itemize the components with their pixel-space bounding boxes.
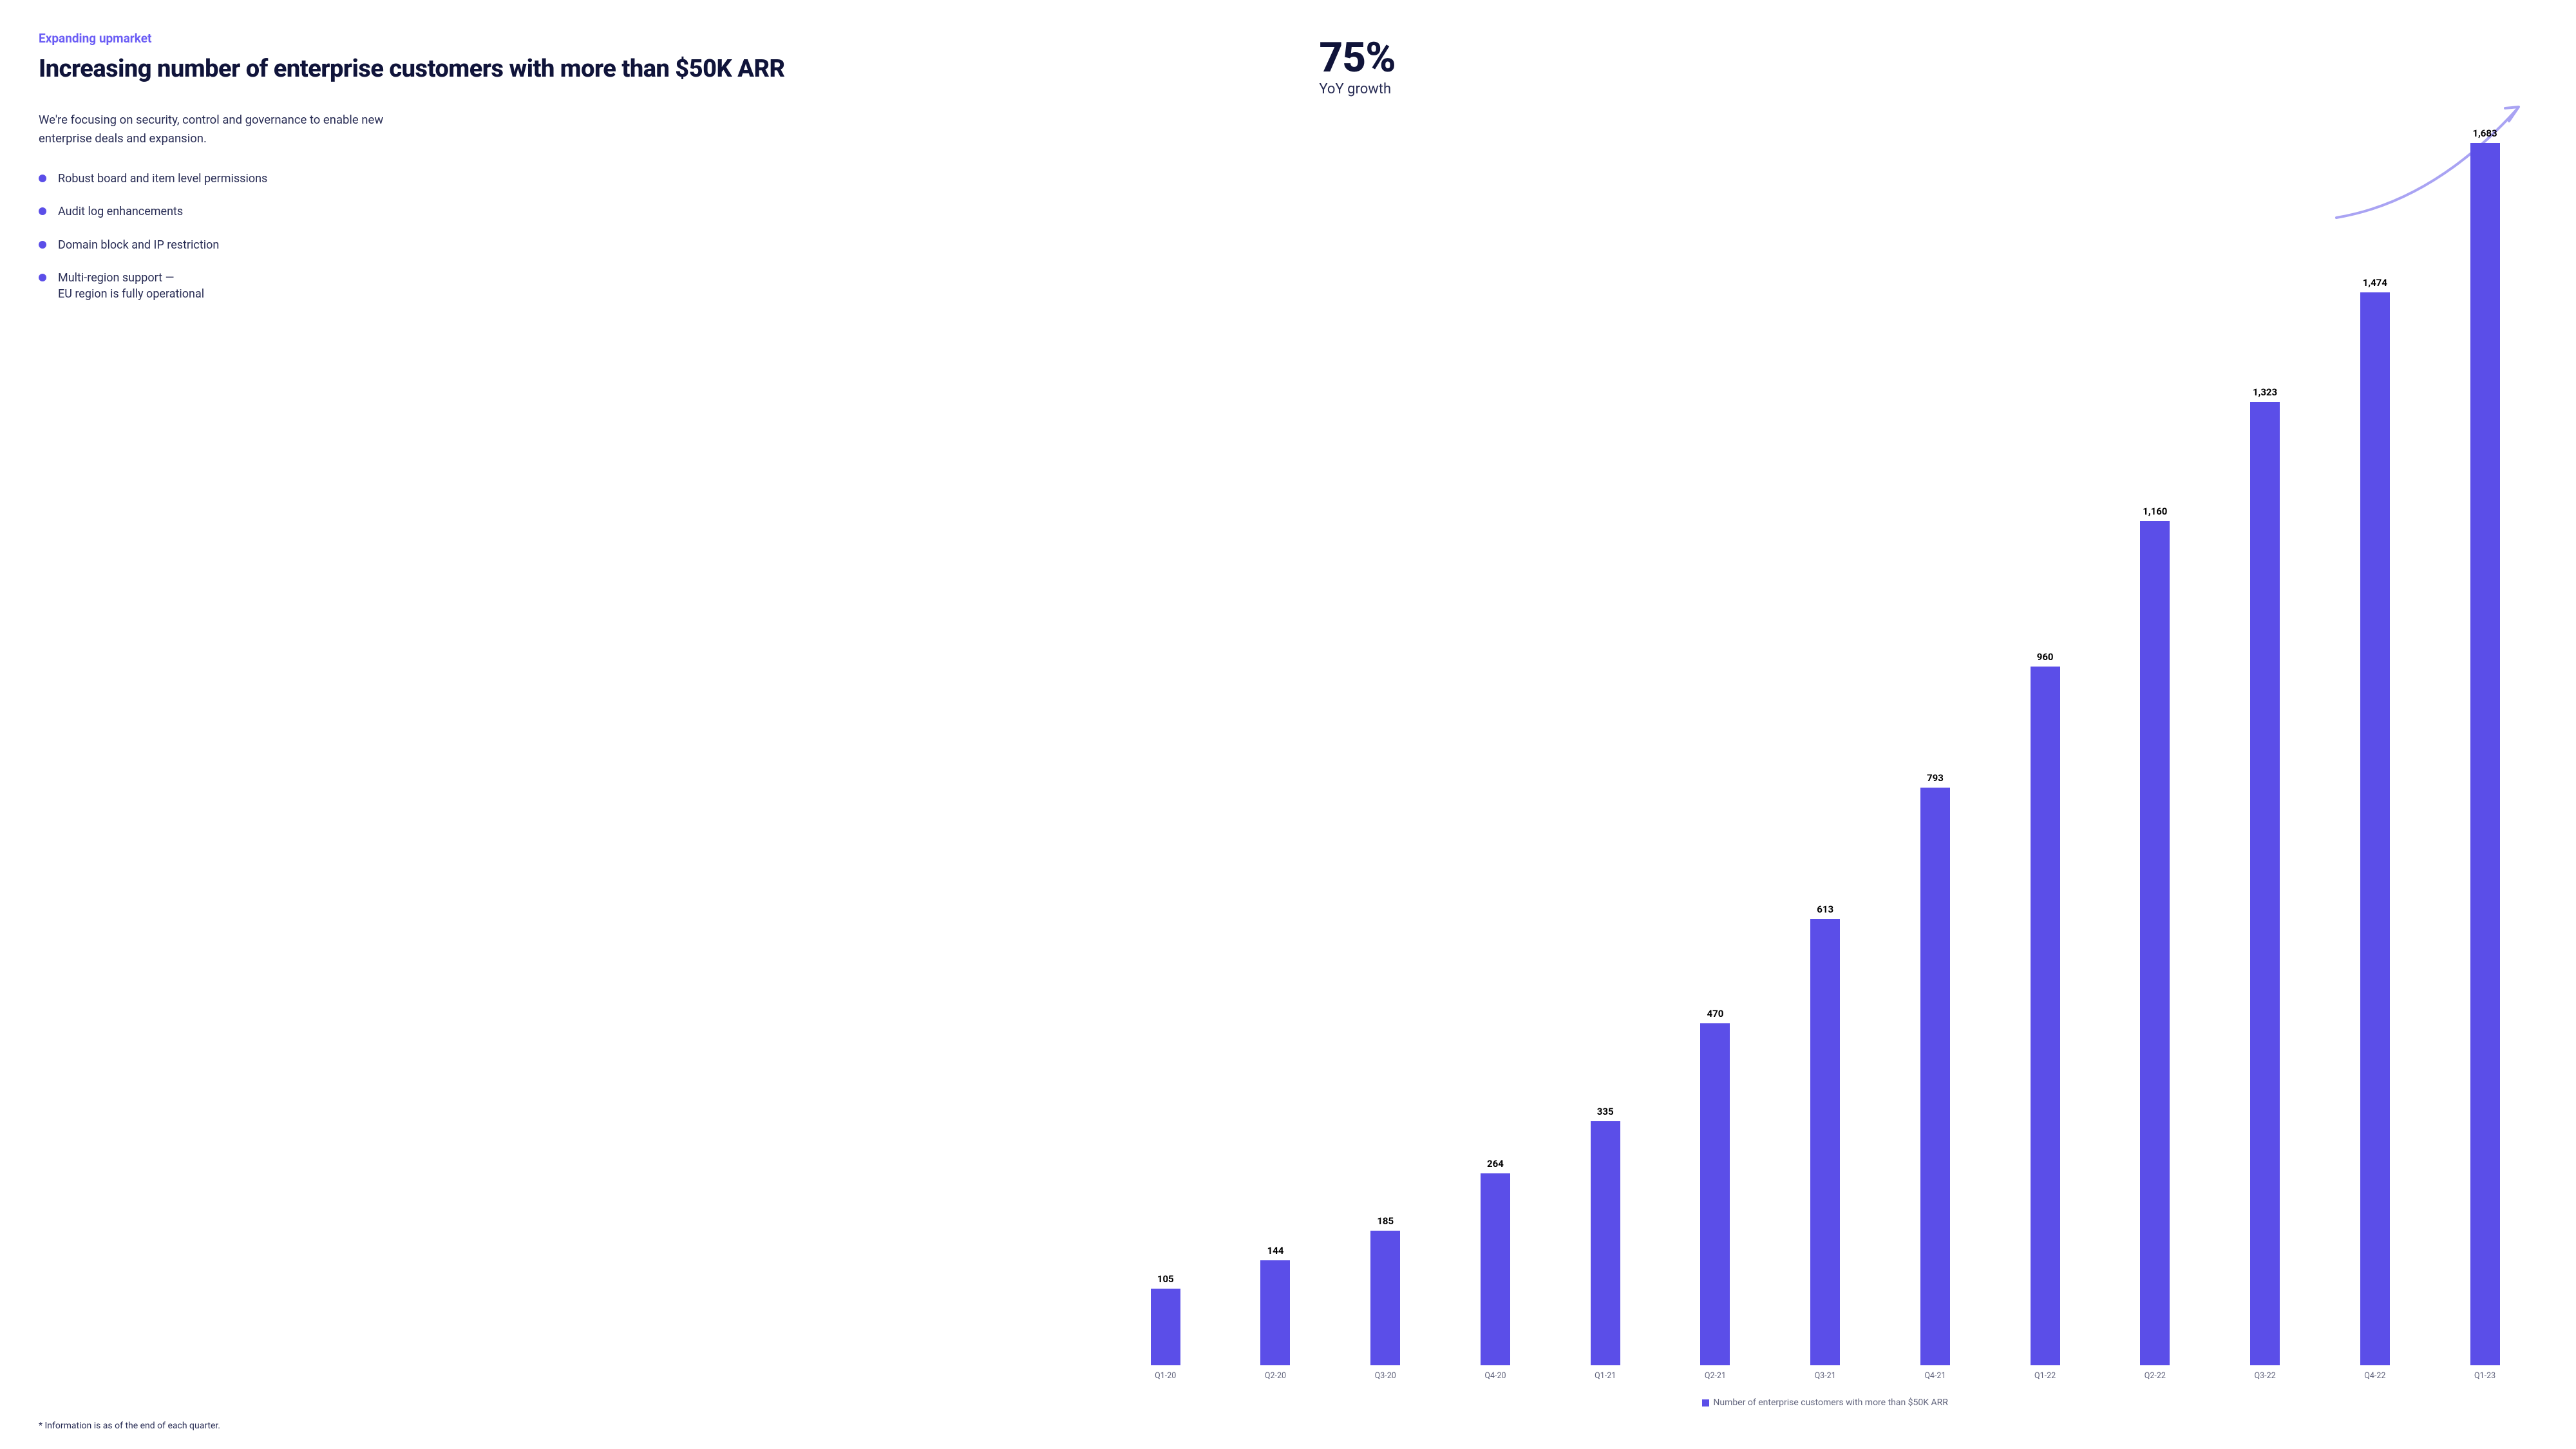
slide-root: Expanding upmarket Increasing number of … <box>39 31 2537 1430</box>
bar <box>1481 1173 1510 1365</box>
bar-column: 144Q2-20 <box>1223 128 1328 1365</box>
bar-column: 470Q2-21 <box>1663 128 1768 1365</box>
bar-category-label: Q3-20 <box>1375 1371 1396 1381</box>
bar <box>1920 788 1950 1365</box>
bullet-text: Robust board and item level permissions <box>58 171 267 187</box>
bar-column: 185Q3-20 <box>1333 128 1438 1365</box>
bar-column: 793Q4-21 <box>1883 128 1988 1365</box>
bullet-item: Domain block and IP restriction <box>39 237 309 253</box>
bullet-item: Multi-region support — EU region is full… <box>39 270 309 302</box>
legend-swatch <box>1702 1399 1709 1406</box>
bar-column: 105Q1-20 <box>1113 128 1218 1365</box>
growth-label: YoY growth <box>1319 81 1395 97</box>
bullet-text: Audit log enhancements <box>58 204 183 220</box>
bar-chart: 105Q1-20144Q2-20185Q3-20264Q4-20335Q1-21… <box>1113 128 2537 1381</box>
bullet-dot-icon <box>39 274 46 281</box>
bar <box>2250 402 2280 1365</box>
bar-category-label: Q1-22 <box>2034 1371 2056 1381</box>
bar-category-label: Q4-21 <box>1924 1371 1946 1381</box>
eyebrow: Expanding upmarket <box>39 31 1100 46</box>
bar-value-label: 335 <box>1597 1106 1614 1117</box>
bullet-text: Multi-region support — EU region is full… <box>58 270 204 302</box>
bar <box>2031 667 2060 1365</box>
bar-column: 1,160Q2-22 <box>2103 128 2208 1365</box>
bullet-text: Domain block and IP restriction <box>58 237 219 253</box>
bar <box>1151 1289 1180 1365</box>
left-column: Expanding upmarket Increasing number of … <box>39 31 1113 1430</box>
bar <box>1810 919 1840 1365</box>
bar-value-label: 185 <box>1377 1215 1394 1227</box>
bar-column: 1,474Q4-22 <box>2322 128 2427 1365</box>
bar-category-label: Q3-22 <box>2255 1371 2276 1381</box>
chart-legend: Number of enterprise customers with more… <box>1113 1397 2537 1408</box>
bar-value-label: 613 <box>1817 904 1833 915</box>
bar-category-label: Q4-20 <box>1484 1371 1506 1381</box>
bullet-list: Robust board and item level permissions A… <box>39 171 1100 302</box>
bullet-item: Audit log enhancements <box>39 204 309 220</box>
bar <box>2470 143 2500 1365</box>
bar-category-label: Q2-20 <box>1265 1371 1286 1381</box>
bar-value-label: 264 <box>1487 1158 1504 1170</box>
bullet-dot-icon <box>39 175 46 182</box>
bar-column: 613Q3-21 <box>1773 128 1878 1365</box>
bar-value-label: 1,474 <box>2363 277 2387 289</box>
growth-block: 75% YoY growth <box>1319 37 1395 97</box>
bar <box>1591 1121 1620 1365</box>
bar-column: 1,323Q3-22 <box>2213 128 2318 1365</box>
bar-category-label: Q3-21 <box>1815 1371 1836 1381</box>
bar-value-label: 960 <box>2037 651 2054 663</box>
growth-value: 75% <box>1319 37 1395 79</box>
bar-value-label: 470 <box>1707 1008 1724 1019</box>
bar-category-label: Q4-22 <box>2364 1371 2385 1381</box>
bar-column: 1,683Q1-23 <box>2432 128 2537 1365</box>
bullet-item: Robust board and item level permissions <box>39 171 309 187</box>
bar-value-label: 144 <box>1267 1245 1284 1256</box>
bar <box>1700 1023 1730 1365</box>
bullet-dot-icon <box>39 241 46 249</box>
bar-column: 960Q1-22 <box>1993 128 2098 1365</box>
bar <box>1260 1260 1290 1365</box>
bar <box>1370 1231 1400 1365</box>
bar-value-label: 793 <box>1927 772 1944 784</box>
bar-column: 264Q4-20 <box>1443 128 1548 1365</box>
bar-category-label: Q1-21 <box>1595 1371 1616 1381</box>
bar-category-label: Q2-22 <box>2145 1371 2166 1381</box>
bar-category-label: Q1-20 <box>1155 1371 1176 1381</box>
headline: Increasing number of enterprise customer… <box>39 55 1100 84</box>
bar <box>2140 521 2170 1365</box>
bar-value-label: 1,323 <box>2253 386 2277 398</box>
right-column: 75% YoY growth 105Q1-20144Q2-20185Q3-202… <box>1113 31 2537 1430</box>
bar-category-label: Q2-21 <box>1705 1371 1726 1381</box>
bar <box>2360 292 2390 1365</box>
bullet-dot-icon <box>39 207 46 215</box>
footnote: * Information is as of the end of each q… <box>39 1421 220 1431</box>
bars-area: 105Q1-20144Q2-20185Q3-20264Q4-20335Q1-21… <box>1113 128 2537 1365</box>
legend-text: Number of enterprise customers with more… <box>1713 1397 1948 1408</box>
bar-category-label: Q1-23 <box>2474 1371 2496 1381</box>
bar-value-label: 1,683 <box>2473 128 2497 139</box>
bar-column: 335Q1-21 <box>1553 128 1658 1365</box>
subhead: We're focusing on security, control and … <box>39 111 386 147</box>
bar-value-label: 1,160 <box>2143 506 2167 517</box>
bar-value-label: 105 <box>1157 1273 1174 1285</box>
